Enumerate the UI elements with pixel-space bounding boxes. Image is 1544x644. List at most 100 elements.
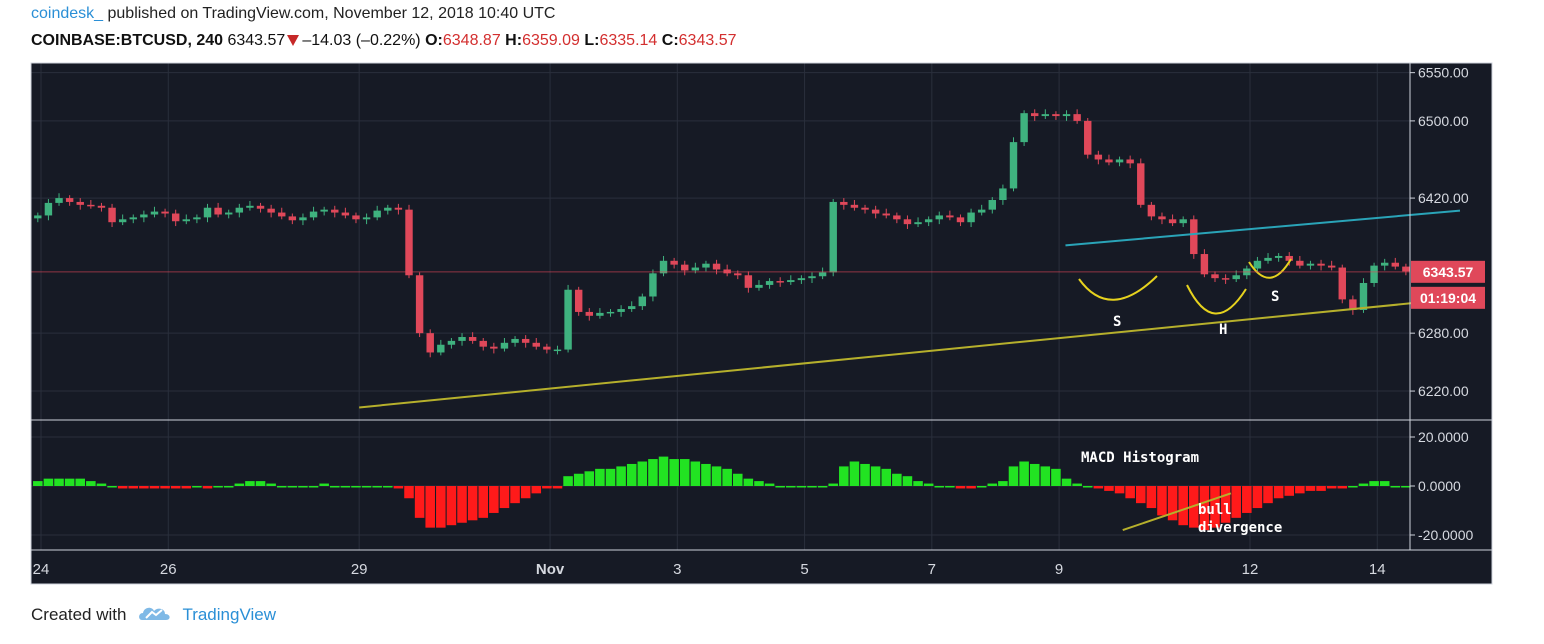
histogram-bar: [383, 486, 393, 488]
candle-body: [977, 209, 986, 213]
candle: [1200, 249, 1209, 278]
time-tick-label: Nov: [536, 561, 565, 578]
candle-body: [1232, 275, 1240, 280]
candle: [755, 280, 763, 291]
histogram-bar: [96, 483, 107, 486]
candle-body: [935, 215, 943, 220]
histogram-bar: [319, 483, 329, 486]
candle: [373, 205, 381, 221]
histogram-bar: [860, 463, 870, 486]
candle: [140, 210, 148, 223]
candle-body: [553, 349, 562, 352]
histogram-bar: [690, 461, 701, 486]
candle: [34, 212, 42, 223]
candle: [1105, 154, 1113, 166]
publisher-username[interactable]: coindesk_: [31, 5, 104, 22]
candle: [1158, 212, 1166, 225]
histogram-bar: [648, 459, 658, 486]
candle-body: [129, 217, 137, 220]
histogram-bar: [679, 459, 690, 486]
time-tick-label: 9: [1055, 561, 1063, 578]
candle-body: [1285, 255, 1293, 261]
candle-body: [617, 309, 625, 312]
candle-body: [712, 263, 721, 270]
candle-body: [882, 213, 890, 216]
histogram-bar: [393, 486, 404, 489]
candle: [999, 184, 1007, 205]
histogram-bar: [1104, 486, 1114, 491]
histogram-bar: [86, 481, 96, 486]
candle-body: [447, 340, 456, 345]
histogram-bar: [1082, 486, 1093, 488]
histogram-bar: [1114, 486, 1125, 494]
candle-body: [1115, 159, 1124, 163]
footer: Created with TradingView: [31, 602, 276, 627]
candle: [893, 212, 901, 224]
pattern-lines: [31, 209, 1461, 532]
time-tick-label: 5: [800, 561, 808, 578]
symbol-header: COINBASE:BTCUSD, 240 6343.57 –14.03 (–0.2…: [31, 32, 737, 50]
histogram-bar: [531, 486, 542, 494]
histogram-bar: [425, 486, 435, 528]
candle: [1084, 117, 1092, 159]
candle-body: [893, 215, 901, 220]
candle-body: [246, 205, 254, 208]
histogram-bar: [436, 486, 446, 528]
last-price-label: 6343.57: [1423, 264, 1474, 280]
histogram-bar: [287, 486, 298, 488]
histogram-bar: [1008, 466, 1019, 486]
price-tick-label: 6550.00: [1418, 65, 1469, 81]
candle: [65, 195, 74, 206]
candle-body: [140, 214, 148, 218]
candle-body: [225, 212, 233, 215]
candle: [44, 199, 53, 221]
candle: [341, 207, 350, 219]
candle: [1296, 255, 1304, 269]
candle: [903, 215, 912, 229]
price-tick-label: 6420.00: [1418, 190, 1469, 206]
tradingview-link[interactable]: TradingView: [182, 604, 276, 624]
histogram-bar: [1029, 463, 1040, 486]
histogram-bar: [308, 486, 319, 488]
histogram-bar: [192, 486, 202, 488]
histogram-bar: [764, 483, 775, 486]
histogram-bar: [361, 486, 372, 488]
candle-body: [394, 207, 403, 210]
candle-body: [171, 213, 180, 222]
low-value: 6335.14: [599, 32, 658, 49]
macd-tick-label: -20.0000: [1418, 527, 1473, 543]
histogram-bar: [987, 483, 998, 486]
candle-body: [203, 207, 212, 218]
candle: [797, 275, 806, 284]
candle: [76, 198, 84, 210]
histogram-bar: [817, 486, 828, 488]
histogram-bar: [1305, 486, 1316, 491]
candle: [352, 212, 360, 224]
candle: [1402, 263, 1410, 276]
candle: [1317, 259, 1325, 271]
candle-body: [797, 278, 806, 281]
candle: [288, 213, 297, 225]
histogram-bar: [43, 478, 54, 486]
candle: [246, 200, 254, 211]
candle-body: [384, 207, 392, 211]
candle: [1147, 201, 1156, 221]
candle-body: [829, 201, 837, 273]
tradingview-cloud-icon[interactable]: [138, 602, 174, 627]
histogram-bar: [1125, 486, 1135, 499]
histogram-bar: [1316, 486, 1326, 491]
histogram-bar: [605, 468, 616, 486]
candle: [882, 208, 890, 219]
histogram-bar: [489, 486, 499, 513]
candle: [744, 271, 753, 293]
candle: [850, 200, 859, 211]
last-price-badge: [1411, 260, 1485, 283]
candle: [1094, 150, 1103, 165]
time-tick-label: 7: [928, 561, 936, 578]
time-tick-label: 12: [1242, 561, 1259, 578]
candle: [511, 336, 519, 347]
histogram-bar: [223, 486, 234, 488]
candle: [500, 337, 509, 352]
neckline: [1065, 209, 1461, 247]
